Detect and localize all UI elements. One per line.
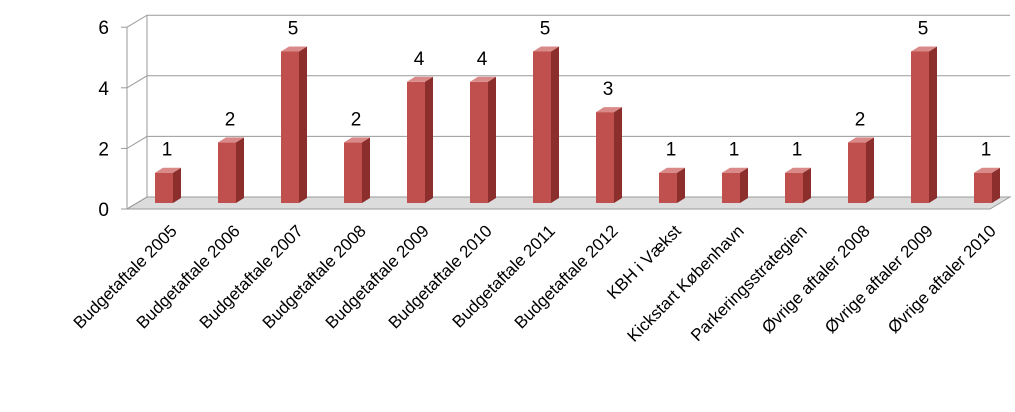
y-axis-ticks: 0 2 4 6	[98, 18, 127, 221]
category-label: Øvrige aftaler 2009	[821, 221, 937, 337]
data-label: 2	[225, 109, 236, 130]
bar	[596, 107, 622, 203]
bar	[407, 76, 433, 203]
gridline	[126, 75, 1010, 89]
gridline	[126, 14, 1010, 28]
y-tick-label: 2	[98, 139, 109, 160]
data-label: 4	[414, 49, 425, 70]
bar	[533, 46, 559, 203]
data-label: 1	[729, 140, 740, 161]
gridlines	[126, 14, 1010, 210]
data-label: 5	[288, 19, 299, 40]
bar	[344, 137, 370, 203]
bar	[218, 137, 244, 203]
floor	[125, 196, 1012, 210]
data-label: 1	[792, 140, 803, 161]
bar	[785, 167, 811, 203]
data-label: 1	[981, 140, 992, 161]
bar	[659, 167, 685, 203]
category-label: Parkeringsstrategien	[687, 221, 811, 345]
category-label: Budgetaftale 2005	[70, 221, 181, 332]
category-label: Øvrige aftaler 2010	[884, 221, 1000, 337]
chart-walls	[125, 15, 1012, 210]
bar	[848, 137, 874, 203]
bar	[281, 46, 307, 203]
data-label: 5	[540, 19, 551, 40]
data-label: 5	[918, 19, 929, 40]
gridline	[126, 135, 1010, 149]
y-tick-label: 4	[98, 79, 109, 100]
bar	[722, 167, 748, 203]
y-tick-label: 0	[98, 200, 109, 221]
y-tick-label: 6	[98, 18, 109, 39]
data-label: 1	[162, 140, 173, 161]
category-label: Øvrige aftaler 2008	[758, 221, 874, 337]
data-labels: 1 2 5 2 4 4 5 3 1 1 1 2 5 1	[162, 19, 992, 161]
category-label: Kickstart København	[623, 221, 747, 345]
bar	[155, 167, 181, 203]
data-label: 3	[603, 79, 614, 100]
data-label: 2	[351, 109, 362, 130]
data-label: 2	[855, 109, 866, 130]
data-label: 1	[666, 140, 677, 161]
bar	[974, 167, 1000, 203]
bar	[470, 76, 496, 203]
data-label: 4	[477, 49, 488, 70]
bar	[911, 46, 937, 203]
bars	[155, 46, 1000, 203]
